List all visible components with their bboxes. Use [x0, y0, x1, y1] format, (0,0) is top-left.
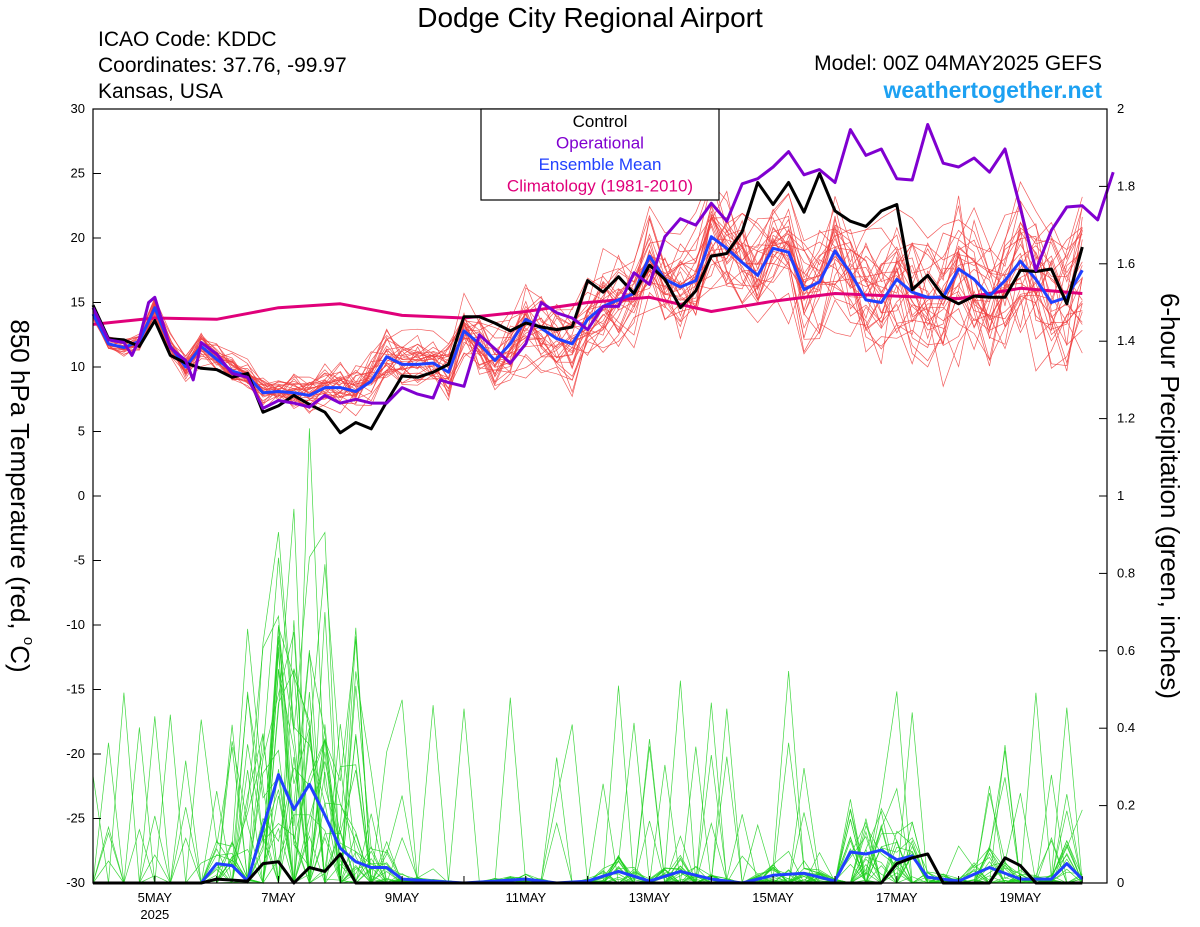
ensemble-precip-member — [93, 632, 1083, 885]
x-tick-label: 19MAY — [1000, 890, 1042, 905]
left-tick-label: 25 — [71, 166, 85, 181]
ensemble-precip-member — [93, 671, 1083, 884]
left-tick-label: 20 — [71, 230, 85, 245]
ensemble-temp-member — [92, 192, 1083, 404]
x-axis-ticks: 5MAY 2025 7MAY 9MAY 11MAY 13MAY 15MAY 17MAY 19MA… — [92, 876, 1083, 922]
ensemble-temp-member — [92, 205, 1083, 410]
right-tick-label: 1 — [1117, 488, 1124, 503]
ensemble-temp-member — [92, 235, 1083, 397]
x-tick-year: 2025 — [140, 907, 169, 922]
right-axis-ticks: 2 1.8 1.6 1.4 1.2 1 0.8 0.6 0.4 0.2 0 — [1099, 101, 1135, 890]
left-tick-label: -20 — [66, 746, 85, 761]
right-tick-label: 1.6 — [1117, 256, 1135, 271]
legend-box — [480, 108, 720, 201]
right-tick-label: 0.8 — [1117, 565, 1135, 580]
legend-entry: Control — [573, 112, 628, 131]
left-tick-label: -25 — [66, 811, 85, 826]
ensemble-temp-member — [92, 181, 1083, 394]
ensemble-precip-member — [92, 668, 1083, 884]
left-tick-label: -5 — [73, 553, 85, 568]
legend-entry: Operational — [556, 134, 644, 153]
x-tick-label: 13MAY — [629, 890, 671, 905]
coordinates: Coordinates: 37.76, -99.97 — [98, 54, 347, 77]
ensemble-temp-member — [92, 207, 1083, 401]
x-tick-label: 17MAY — [876, 890, 918, 905]
x-tick-label: 15MAY — [752, 890, 794, 905]
y-axis-left-label: 850 hPa Temperature (red, oC) — [5, 319, 37, 672]
x-tick-label: 9MAY — [385, 890, 420, 905]
ensemble-precip-member — [93, 724, 1083, 884]
left-tick-label: 30 — [71, 101, 85, 116]
climatology-1981-2010-temp-line — [92, 286, 1083, 326]
ensemble-precip-member — [93, 625, 1083, 885]
left-tick-label: 10 — [71, 359, 85, 374]
left-tick-label: 0 — [78, 488, 85, 503]
operational-temp-line — [91, 123, 1115, 410]
right-tick-label: 0.4 — [1117, 720, 1135, 735]
ensemble-temperature-members — [92, 172, 1083, 417]
ensemble-temp-member — [92, 206, 1083, 406]
ensemble-precip-member — [93, 668, 1083, 885]
ensemble-precipitation-members — [92, 428, 1083, 885]
right-tick-label: 0 — [1117, 875, 1124, 890]
model-run: Model: 00Z 04MAY2025 GEFS — [814, 52, 1102, 75]
legend: Control Operational Ensemble Mean Climatolo… — [480, 108, 720, 201]
left-axis-ticks: 30 25 20 15 10 5 0 -5 -10 -15 -20 -25 -30 — [66, 101, 101, 890]
right-tick-label: 0.2 — [1117, 798, 1135, 813]
region: Kansas, USA — [98, 80, 223, 103]
ensemble-temp-member — [92, 213, 1083, 404]
icao-code: ICAO Code: KDDC — [98, 28, 277, 51]
ensemble-precip-member — [93, 620, 1083, 884]
ensemble-precip-member — [93, 614, 1083, 884]
ensemble-precip-member — [93, 612, 1083, 884]
right-tick-label: 2 — [1117, 101, 1124, 116]
site-link[interactable]: weathertogether.net — [883, 77, 1102, 103]
chart-title: Dodge City Regional Airport — [417, 2, 763, 33]
ensemble-precip-member — [93, 668, 1083, 884]
right-tick-label: 0.6 — [1117, 643, 1135, 658]
left-tick-label: 15 — [71, 295, 85, 310]
x-tick-label: 11MAY — [505, 890, 546, 905]
right-tick-label: 1.2 — [1117, 411, 1135, 426]
left-tick-label: 5 — [78, 424, 85, 439]
left-tick-label: -30 — [66, 875, 85, 890]
x-tick-label: 5MAY — [138, 890, 173, 905]
right-tick-label: 1.8 — [1117, 178, 1135, 193]
legend-entry: Climatology (1981-2010) — [507, 177, 693, 196]
x-tick-label: 7MAY — [261, 890, 296, 905]
ensemble-mean-temp-line — [91, 235, 1084, 397]
y-axis-right-label: 6-hour Precipitation (green, inches) — [1155, 293, 1185, 699]
left-tick-label: -10 — [66, 617, 85, 632]
main-series-lines — [91, 123, 1115, 885]
left-tick-label: -15 — [66, 682, 85, 697]
ensemble-temp-member — [92, 210, 1083, 389]
ensemble-precip-member — [93, 626, 1083, 884]
right-tick-label: 1.4 — [1117, 333, 1135, 348]
legend-entry: Ensemble Mean — [539, 155, 662, 174]
